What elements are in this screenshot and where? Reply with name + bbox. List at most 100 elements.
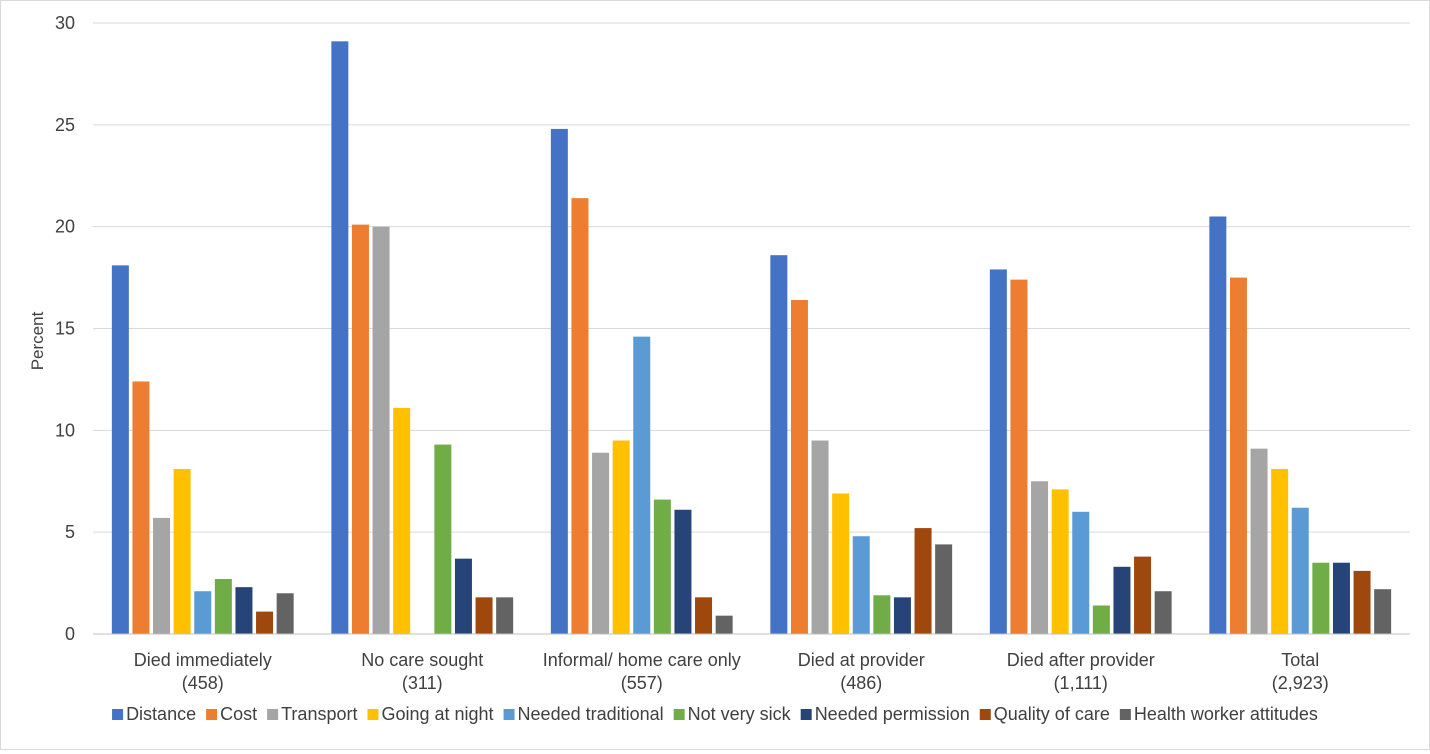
- bar-quality-of-care: [475, 597, 493, 634]
- bar-cost: [571, 198, 589, 635]
- bar-not-very-sick: [873, 595, 891, 634]
- bar-needed-permission: [1113, 566, 1131, 634]
- x-axis-category-labels: Died immediately (458) No care sought (311)…: [134, 650, 1329, 693]
- bar-needed-permission: [1332, 562, 1350, 634]
- bar-transport: [372, 226, 390, 634]
- bar-going-at-night: [1271, 469, 1289, 634]
- bar-health-worker-attitudes: [1154, 591, 1172, 634]
- bar-not-very-sick: [434, 444, 452, 634]
- legend-label: Going at night: [381, 704, 493, 724]
- legend-label: Health worker attitudes: [1134, 704, 1318, 724]
- bar-going-at-night: [173, 469, 191, 634]
- bar-health-worker-attitudes: [276, 593, 294, 634]
- y-axis-label: Percent: [28, 311, 47, 370]
- y-axis-tick-labels: 0 5 10 15 20 25 30: [55, 13, 75, 644]
- category-count-label: (311): [402, 673, 443, 693]
- bar-needed-permission: [454, 558, 472, 634]
- bar-distance: [331, 41, 349, 634]
- category-label: Died immediately: [134, 650, 272, 670]
- legend-item: Distance: [112, 704, 196, 724]
- bar-quality-of-care: [1353, 570, 1371, 634]
- legend-label: Cost: [220, 704, 257, 724]
- bar-quality-of-care: [1134, 556, 1152, 634]
- legend-item: Not very sick: [673, 704, 792, 724]
- bar-transport: [153, 517, 171, 634]
- y-tick-label: 25: [55, 115, 75, 135]
- category-label: Informal/ home care only: [543, 650, 741, 670]
- category-label: Died at provider: [798, 650, 925, 670]
- legend-item: Quality of care: [979, 704, 1110, 724]
- legend-item: Transport: [267, 704, 357, 724]
- bar-needed-permission: [235, 587, 253, 634]
- bar-not-very-sick: [1312, 562, 1330, 634]
- bars: [111, 41, 1392, 635]
- bar-not-very-sick: [214, 579, 232, 634]
- bar-cost: [1010, 279, 1028, 634]
- legend-item: Needed traditional: [503, 704, 664, 724]
- legend-label: Not very sick: [688, 704, 792, 724]
- bar-not-very-sick: [1092, 605, 1110, 634]
- category-count-label: (2,923): [1272, 673, 1329, 693]
- bar-needed-traditional: [852, 536, 870, 634]
- legend-swatch: [673, 709, 685, 720]
- legend-item: Needed permission: [800, 704, 970, 724]
- bar-distance: [989, 269, 1007, 634]
- category-label: Total: [1281, 650, 1319, 670]
- legend-swatch: [503, 709, 515, 720]
- bar-not-very-sick: [653, 499, 671, 634]
- bar-needed-traditional: [633, 336, 651, 634]
- y-tick-label: 30: [55, 13, 75, 33]
- bar-quality-of-care: [695, 597, 713, 634]
- y-tick-label: 5: [65, 522, 75, 542]
- bar-distance: [550, 128, 568, 634]
- category-count-label: (1,111): [1054, 673, 1108, 693]
- legend-swatch: [206, 709, 218, 720]
- bar-distance: [111, 265, 129, 634]
- legend: Distance Cost Transport Going at night Neede…: [112, 704, 1318, 724]
- bar-needed-permission: [893, 597, 911, 634]
- bar-going-at-night: [393, 407, 411, 634]
- bar-health-worker-attitudes: [1374, 589, 1392, 634]
- y-tick-label: 15: [55, 319, 75, 339]
- bar-health-worker-attitudes: [715, 615, 733, 634]
- bar-quality-of-care: [256, 611, 274, 634]
- legend-swatch: [1119, 709, 1131, 720]
- legend-swatch: [112, 709, 124, 720]
- category-count-label: (486): [840, 673, 882, 693]
- legend-item: Going at night: [367, 704, 494, 724]
- bar-going-at-night: [1051, 489, 1069, 634]
- bar-quality-of-care: [914, 528, 932, 634]
- bar-distance: [770, 255, 788, 634]
- bar-cost: [790, 299, 808, 634]
- legend-swatch: [267, 709, 279, 720]
- category-label: No care sought: [361, 650, 483, 670]
- legend-label: Transport: [281, 704, 357, 724]
- category-count-label: (458): [182, 673, 224, 693]
- bar-cost: [1229, 277, 1247, 634]
- y-tick-label: 20: [55, 217, 75, 237]
- bar-going-at-night: [612, 440, 630, 634]
- legend-label: Distance: [126, 704, 196, 724]
- legend-label: Needed permission: [815, 704, 970, 724]
- bar-transport: [1250, 448, 1268, 634]
- bar-distance: [1209, 216, 1227, 634]
- bar-needed-traditional: [1291, 507, 1309, 634]
- legend-swatch: [979, 709, 991, 720]
- gridlines: [93, 22, 1410, 533]
- bar-transport: [592, 452, 610, 634]
- legend-item: Cost: [206, 704, 257, 724]
- legend-item: Health worker attitudes: [1119, 704, 1318, 724]
- bar-health-worker-attitudes: [935, 544, 953, 634]
- bar-cost: [351, 224, 369, 634]
- bar-going-at-night: [832, 493, 850, 634]
- bar-health-worker-attitudes: [496, 597, 514, 634]
- category-count-label: (557): [621, 673, 663, 693]
- bar-transport: [811, 440, 829, 634]
- bar-needed-traditional: [1072, 511, 1090, 634]
- bar-cost: [132, 381, 150, 634]
- legend-swatch: [367, 709, 379, 720]
- legend-swatch: [800, 709, 812, 720]
- bar-needed-traditional: [194, 591, 212, 634]
- y-tick-label: 0: [65, 624, 75, 644]
